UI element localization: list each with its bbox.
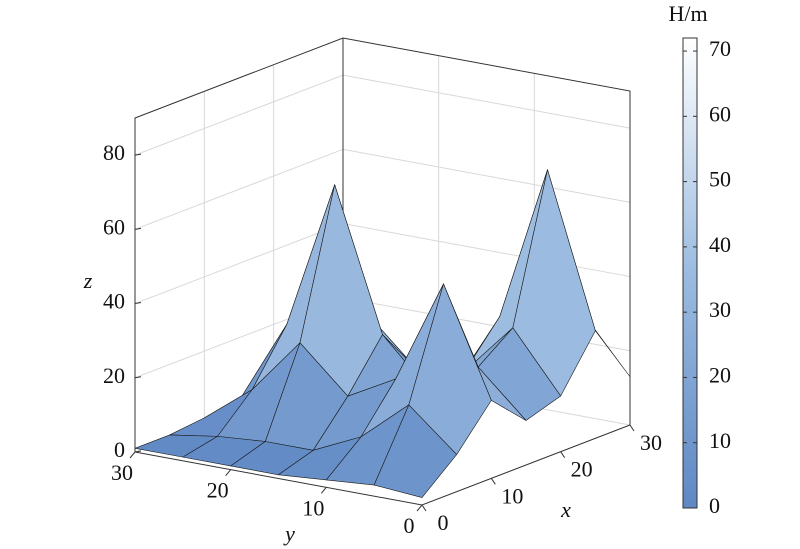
z-tick xyxy=(134,153,142,156)
y-tick-label: 10 xyxy=(302,495,324,520)
y-tick-label: 30 xyxy=(111,460,133,485)
y-tick xyxy=(129,451,136,459)
y-tick xyxy=(416,504,423,512)
surface-patch xyxy=(373,404,457,498)
colorbar-tick-label: 40 xyxy=(709,232,731,257)
colorbar-tick-label: 10 xyxy=(709,428,731,453)
z-tick-label: 60 xyxy=(103,214,125,239)
y-axis-label: y xyxy=(283,521,295,546)
y-tick-label: 20 xyxy=(207,478,229,503)
z-tick-label: 40 xyxy=(103,289,125,314)
x-tick xyxy=(560,451,566,458)
x-axis-label: x xyxy=(560,497,571,522)
x-tick-label: 30 xyxy=(640,430,662,455)
x-tick xyxy=(490,478,496,485)
x-tick xyxy=(629,424,635,432)
z-tick-label: 20 xyxy=(103,363,125,388)
y-tick xyxy=(225,469,232,476)
z-axis-label: z xyxy=(83,268,93,293)
y-tick xyxy=(320,487,327,494)
colorbar xyxy=(682,37,698,509)
colorbar-tick-label: 70 xyxy=(709,36,731,61)
colorbar-tick-label: 30 xyxy=(709,297,731,322)
z-tick xyxy=(134,302,142,305)
axis-frame xyxy=(134,424,631,506)
x-tick-label: 0 xyxy=(438,510,449,535)
colorbar-tick-label: 0 xyxy=(709,493,720,518)
z-tick xyxy=(134,376,142,379)
colorbar-tick-label: 50 xyxy=(709,167,731,192)
x-tick-label: 10 xyxy=(501,483,523,508)
y-tick-label: 0 xyxy=(404,513,415,538)
z-tick-label: 0 xyxy=(114,437,125,462)
z-tick xyxy=(134,227,142,230)
x-tick xyxy=(421,504,427,512)
colorbar-tick-label: 60 xyxy=(709,101,731,126)
z-tick-label: 80 xyxy=(103,140,125,165)
x-tick-label: 20 xyxy=(571,457,593,482)
colorbar-tick-label: 20 xyxy=(709,362,731,387)
grid-line xyxy=(134,74,631,156)
colorbar-label: H/m xyxy=(668,1,707,26)
